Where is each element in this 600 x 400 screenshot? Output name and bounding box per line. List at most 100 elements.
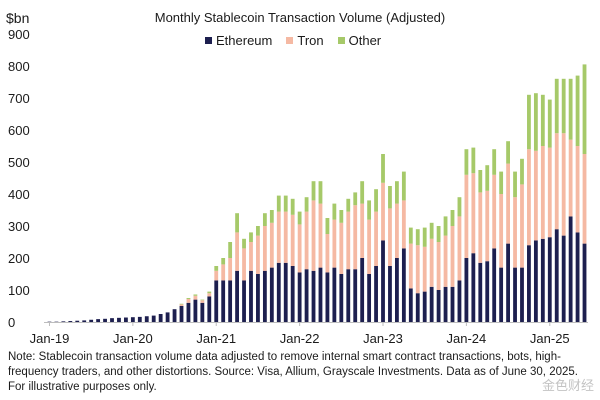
- bar-segment-other: [290, 198, 295, 215]
- bar-segment-ethereum: [96, 319, 101, 322]
- bar-segment-tron: [339, 222, 344, 274]
- y-tick-label: 900: [8, 27, 30, 42]
- bar-segment-other: [214, 266, 219, 271]
- bar-segment-ethereum: [276, 262, 281, 322]
- legend-item-other: Other: [337, 33, 381, 48]
- bar-segment-other: [485, 165, 490, 191]
- bar-segment-other: [276, 195, 281, 212]
- bar-segment-ethereum: [415, 293, 420, 322]
- bar-segment-other: [179, 303, 184, 305]
- bar-segment-other: [478, 170, 483, 193]
- bar-segment-other: [408, 227, 413, 244]
- bar-segment-ethereum: [228, 280, 233, 322]
- bar-segment-other: [499, 171, 504, 194]
- bar-segment-ethereum: [269, 267, 274, 322]
- bar-segment-ethereum: [527, 245, 531, 322]
- bar-segment-tron: [471, 173, 476, 254]
- y-tick-label: 600: [8, 123, 30, 138]
- bar-segment-other: [269, 210, 274, 223]
- bar-segment-ethereum: [47, 321, 52, 323]
- bar-segment-tron: [520, 184, 524, 268]
- bar-segment-ethereum: [89, 319, 94, 322]
- bar-segment-ethereum: [200, 302, 205, 322]
- bar-segment-ethereum: [575, 232, 580, 322]
- bar-segment-tron: [547, 147, 552, 238]
- legend-label-ethereum: Ethereum: [216, 33, 273, 48]
- bar-segment-tron: [513, 197, 517, 268]
- bar-segment-other: [374, 189, 378, 212]
- bar-segment-other: [513, 171, 517, 198]
- bar-segment-ethereum: [429, 286, 434, 322]
- bar-segment-ethereum: [374, 266, 378, 322]
- bar-segment-ethereum: [130, 317, 135, 322]
- bar-segment-ethereum: [339, 274, 344, 322]
- bar-segment-ethereum: [283, 262, 288, 322]
- bar-segment-ethereum: [144, 316, 149, 322]
- bar-segment-tron: [269, 222, 274, 268]
- bar-segment-ethereum: [214, 280, 219, 322]
- x-tick-label: Jan-24: [447, 331, 487, 346]
- bar-segment-other: [186, 298, 191, 299]
- bar-segment-ethereum: [110, 318, 114, 322]
- bar-segment-ethereum: [165, 312, 170, 322]
- bar-segment-ethereum: [568, 216, 573, 322]
- bar-segment-tron: [582, 154, 587, 244]
- y-tick-label: 400: [8, 187, 30, 202]
- chart-title: Monthly Stablecoin Transaction Volume (A…: [154, 10, 446, 25]
- bar-segment-ethereum: [388, 266, 392, 322]
- legend-label-tron: Tron: [297, 33, 324, 48]
- bar-segment-tron: [297, 224, 302, 273]
- bar-segment-ethereum: [311, 270, 316, 322]
- bar-segment-tron: [533, 150, 538, 241]
- x-tick-label: Jan-19: [30, 331, 70, 346]
- bar-segment-other: [235, 213, 239, 233]
- bar-segment-other: [415, 229, 420, 246]
- bar-segment-ethereum: [561, 235, 566, 322]
- bar-segment-ethereum: [408, 288, 413, 322]
- bar-segment-tron: [283, 211, 288, 263]
- bar-segment-ethereum: [158, 314, 163, 322]
- bar-segment-other: [367, 200, 372, 220]
- bar-segment-ethereum: [242, 280, 246, 322]
- bar-segment-ethereum: [151, 315, 156, 322]
- bar-segment-tron: [429, 238, 434, 287]
- bar-segment-ethereum: [360, 258, 365, 322]
- bar-segment-tron: [318, 203, 323, 268]
- bar-segment-ethereum: [395, 258, 399, 322]
- bar-segment-ethereum: [471, 253, 476, 322]
- bar-segment-tron: [561, 133, 566, 236]
- bar-segment-other: [506, 141, 510, 164]
- bar-segment-tron: [575, 146, 580, 233]
- bar-segment-tron: [436, 242, 441, 290]
- bar-segment-tron: [200, 300, 205, 303]
- bar-segment-other: [561, 78, 566, 134]
- bar-segment-other: [332, 203, 337, 220]
- bar-segment-ethereum: [304, 269, 309, 322]
- x-tick-label: Jan-21: [196, 331, 236, 346]
- bar-segment-ethereum: [450, 286, 455, 322]
- bar-segment-tron: [360, 203, 365, 258]
- bar-segment-ethereum: [582, 243, 587, 322]
- bar-segment-ethereum: [485, 261, 490, 322]
- legend-item-tron: Tron: [286, 33, 324, 48]
- y-tick-label: 300: [8, 219, 30, 234]
- y-tick-label: 200: [8, 251, 30, 266]
- bar-segment-ethereum: [186, 302, 191, 322]
- bar-segment-other: [450, 210, 455, 226]
- bar-segment-other: [242, 238, 246, 249]
- bar-segment-ethereum: [506, 243, 510, 322]
- bar-segment-ethereum: [353, 269, 358, 322]
- watermark: 金色财经: [541, 378, 594, 393]
- bar-segment-tron: [485, 190, 490, 262]
- bar-segment-other: [353, 192, 358, 206]
- x-tick-label: Jan-25: [530, 331, 570, 346]
- bar-segment-ethereum: [103, 318, 107, 322]
- bar-segment-tron: [540, 146, 545, 239]
- bar-segment-tron: [249, 242, 253, 271]
- bar-segment-ethereum: [492, 248, 497, 322]
- bar-segment-other: [228, 242, 233, 258]
- bar-segment-ethereum: [137, 316, 142, 322]
- bar-segment-other: [520, 158, 524, 185]
- bar-segment-tron: [568, 139, 573, 217]
- bar-segment-other: [457, 197, 462, 217]
